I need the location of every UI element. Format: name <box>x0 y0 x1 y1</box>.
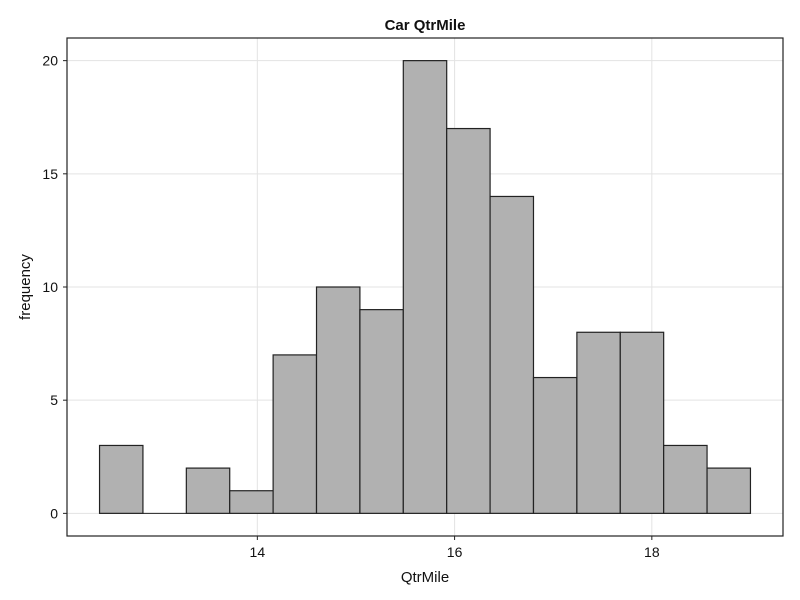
chart-title: Car QtrMile <box>385 17 466 34</box>
histogram-bar <box>706 467 752 514</box>
y-tick-label: 10 <box>42 279 58 295</box>
y-tick-label: 0 <box>50 505 58 521</box>
axis-ticks: 14 16 18 0 5 10 15 20 <box>42 53 659 560</box>
y-tick-label: 20 <box>42 53 58 69</box>
histogram-bar <box>576 331 621 514</box>
x-axis-label: QtrMile <box>401 569 449 586</box>
histogram-bar <box>229 490 274 514</box>
y-tick-label: 5 <box>50 392 58 408</box>
histogram-bar <box>98 444 144 514</box>
histogram-bar <box>185 467 231 514</box>
histogram-bar <box>272 354 318 514</box>
x-tick-label: 18 <box>644 544 660 560</box>
bars <box>98 60 752 514</box>
histogram-bar <box>402 60 448 514</box>
histogram-bar <box>359 309 404 514</box>
y-tick-label: 15 <box>42 166 58 182</box>
histogram-bar <box>619 331 665 514</box>
x-tick-label: 16 <box>447 544 463 560</box>
y-axis-label: frequency <box>17 254 34 320</box>
histogram-bar <box>489 195 535 514</box>
histogram-bar <box>315 286 361 514</box>
histogram-bar <box>532 376 578 514</box>
histogram-bar <box>446 127 491 514</box>
histogram-bar <box>663 444 708 514</box>
x-tick-label: 14 <box>250 544 266 560</box>
